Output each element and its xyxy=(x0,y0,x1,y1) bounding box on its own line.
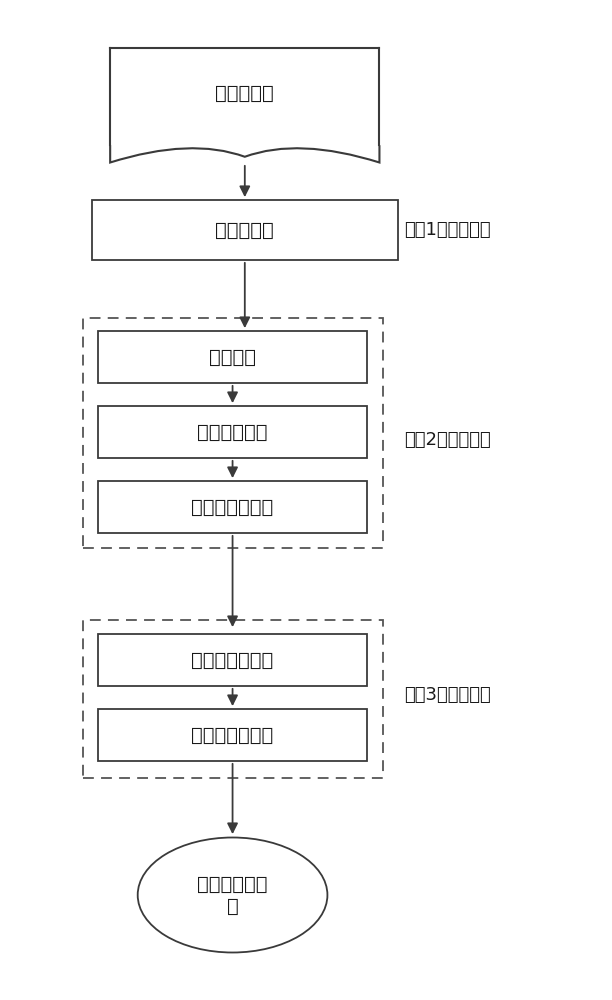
Text: 大节点分裂: 大节点分裂 xyxy=(215,221,274,239)
FancyBboxPatch shape xyxy=(110,47,379,162)
FancyBboxPatch shape xyxy=(98,406,367,458)
Text: 节点间缓存优化: 节点间缓存优化 xyxy=(192,726,274,744)
Ellipse shape xyxy=(138,838,327,952)
FancyBboxPatch shape xyxy=(98,481,367,533)
FancyBboxPatch shape xyxy=(98,634,367,686)
Text: 数据流程序: 数据流程序 xyxy=(215,84,274,103)
Text: 阶段2：任务划分: 阶段2：任务划分 xyxy=(404,431,491,449)
Text: 软件流水线调度: 软件流水线调度 xyxy=(192,650,274,670)
Text: 数据流图预处理: 数据流图预处理 xyxy=(192,497,274,516)
FancyBboxPatch shape xyxy=(92,200,398,260)
Text: 负载均衡优化: 负载均衡优化 xyxy=(197,422,268,442)
Text: 阶段1：节点分裂: 阶段1：节点分裂 xyxy=(404,221,491,239)
Text: 阶段3：任务调度: 阶段3：任务调度 xyxy=(404,686,491,704)
FancyBboxPatch shape xyxy=(98,709,367,761)
Text: 初始划分: 初始划分 xyxy=(209,348,256,366)
Text: 多核上目标代
码: 多核上目标代 码 xyxy=(197,874,268,916)
FancyBboxPatch shape xyxy=(98,331,367,383)
